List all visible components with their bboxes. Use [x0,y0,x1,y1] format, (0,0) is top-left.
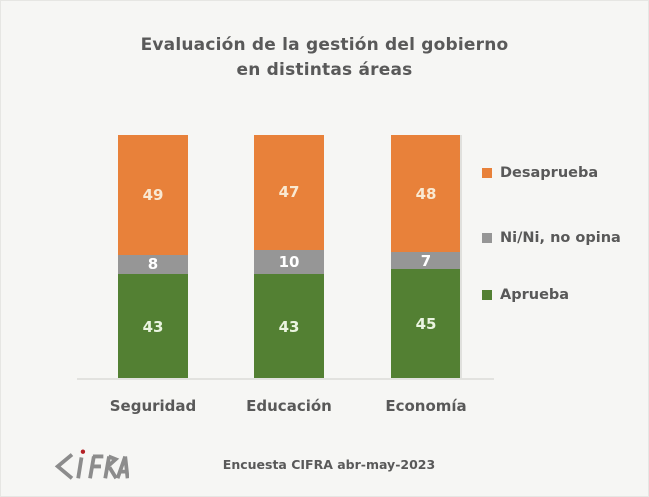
data-label-ni-ni-no-opina-economia: 7 [420,251,432,270]
logo-letter-i [76,457,84,479]
chart-title-line2: en distintas áreas [236,60,413,80]
data-label-desaprueba-educacion: 47 [278,183,300,202]
segment-aprueba-seguridad: 43 [118,274,188,379]
x-label-educacion: Educación [246,397,332,415]
legend-item-ni-ni-no-opina: Ni/Ni, no opina [482,230,621,246]
x-label-seguridad: Seguridad [109,397,197,415]
segment-aprueba-educacion: 43 [254,274,324,379]
segment-ni-ni-no-opina-economia: 7 [391,251,461,270]
legend-swatch-icon [482,290,492,300]
data-label-ni-ni-no-opina-educacion: 10 [278,252,300,271]
legend-item-aprueba: Aprueba [482,287,569,303]
data-label-aprueba-economia: 45 [415,315,437,334]
plot-right-border [460,135,462,379]
x-label-economia: Economía [385,397,467,415]
segment-ni-ni-no-opina-educacion: 10 [254,249,324,275]
data-label-desaprueba-seguridad: 49 [142,185,164,204]
bar-educacion: 47 10 43 [254,135,324,379]
legend-swatch-icon [482,233,492,243]
legend-label: Ni/Ni, no opina [500,230,621,246]
logo-red-dot-icon [80,449,86,454]
x-axis-line [77,378,494,380]
bar-seguridad: 49 8 43 [118,135,188,379]
legend-item-desaprueba: Desaprueba [482,165,598,181]
logo-letter-c [54,453,74,480]
source-note: Encuesta CIFRA abr-may-2023 [222,457,436,472]
segment-desaprueba-economia: 48 [391,135,461,253]
chart-title-line1: Evaluación de la gestión del gobierno [140,35,509,55]
data-label-desaprueba-economia: 48 [415,184,437,203]
cifra-logo [54,449,129,480]
logo-letter-r [103,454,120,480]
legend-label: Aprueba [500,287,570,303]
segment-desaprueba-seguridad: 49 [118,135,188,255]
data-label-ni-ni-no-opina-seguridad: 8 [147,255,159,274]
legend-swatch-icon [482,168,492,178]
legend-label: Desaprueba [500,165,599,181]
bar-economia: 48 7 45 [391,135,461,379]
segment-desaprueba-educacion: 47 [254,135,324,250]
data-label-aprueba-educacion: 43 [278,317,300,336]
logo-letter-f [88,454,104,479]
segment-aprueba-economia: 45 [391,269,461,379]
chart-title: Evaluación de la gestión del gobierno en… [1,33,648,83]
data-label-aprueba-seguridad: 43 [142,317,164,336]
logo-letter-a [115,455,129,479]
segment-ni-ni-no-opina-seguridad: 8 [118,254,188,275]
